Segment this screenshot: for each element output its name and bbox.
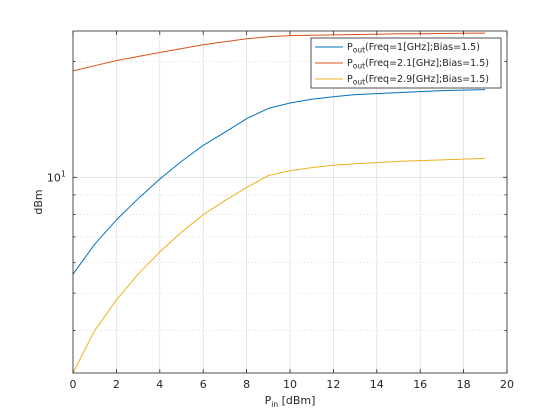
- series-line-2: [72, 32, 486, 72]
- x-tick-label: 14: [370, 378, 384, 391]
- x-tick-label: 8: [243, 378, 250, 391]
- legend-entry-1: Pout(Freq=1[GHz];Bias=1.5): [347, 42, 480, 55]
- y-tick-labels: 101: [47, 169, 66, 184]
- legend-entry-2: Pout(Freq=2.1[GHz];Bias=1.5): [347, 58, 489, 71]
- legend-entry-3: Pout(Freq=2.9[GHz];Bias=1.5): [347, 74, 489, 87]
- series-line-3: [72, 157, 486, 374]
- tick-marks: [72, 31, 508, 373]
- series-line-1: [72, 89, 486, 275]
- x-tick-label: 6: [200, 378, 207, 391]
- x-tick-label: 12: [326, 378, 340, 391]
- x-tick-label: 20: [500, 378, 514, 391]
- x-tick-label: 4: [156, 378, 163, 391]
- x-tick-labels: 0 2 4 6 8 10 12 14 16 18 20: [70, 378, 515, 391]
- x-tick-label: 10: [283, 378, 297, 391]
- x-tick-label: 2: [113, 378, 120, 391]
- x-tick-label: 0: [70, 378, 77, 391]
- series-lines: [72, 32, 486, 374]
- y-tick-label: 101: [47, 169, 66, 184]
- legend: Pout(Freq=1[GHz];Bias=1.5) Pout(Freq=2.1…: [310, 37, 502, 89]
- x-tick-label: 16: [413, 378, 427, 391]
- y-axis-label: dBm: [32, 189, 45, 214]
- grid-lines: [72, 31, 508, 373]
- x-tick-label: 18: [457, 378, 471, 391]
- x-axis-label: Pin [dBm]: [265, 394, 316, 409]
